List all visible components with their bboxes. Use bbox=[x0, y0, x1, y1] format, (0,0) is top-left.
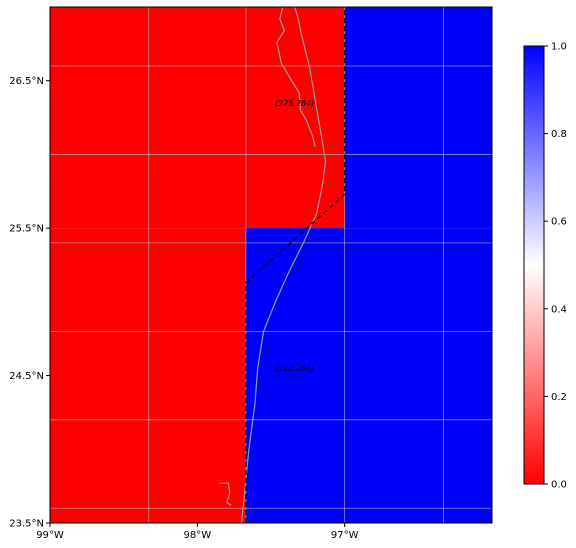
lon-tick-label: 97°W bbox=[331, 530, 359, 541]
map-plot-area: (325,284) (322,286) bbox=[50, 7, 492, 523]
grid-index-label: (322,286) bbox=[275, 364, 314, 373]
region-cell-2 bbox=[50, 228, 246, 523]
lon-tick-label: 99°W bbox=[36, 530, 64, 541]
region-cell-1 bbox=[344, 7, 492, 229]
colorbar-tick-label: 0.2 bbox=[551, 392, 567, 403]
grid-index-label: (325,284) bbox=[275, 99, 314, 108]
map-frame bbox=[49, 6, 493, 524]
lat-tick-label: 23.5°N bbox=[9, 519, 44, 530]
colorbar-ticks: 0.0 0.2 0.4 0.6 0.8 1.0 bbox=[544, 42, 567, 491]
colorbar: 0.0 0.2 0.4 0.6 0.8 1.0 bbox=[523, 42, 567, 491]
colorbar-tick-label: 0.8 bbox=[551, 129, 567, 140]
colorbar-tick-label: 0.6 bbox=[551, 217, 567, 228]
colorbar-tick-label: 0.4 bbox=[551, 304, 567, 315]
region-cell-0 bbox=[50, 7, 345, 229]
map-axes: 99°W 98°W 97°W 26.5°N 25.5°N 24.5°N 23.5°N bbox=[9, 76, 358, 541]
colorbar-tick-label: 1.0 bbox=[551, 42, 567, 53]
lat-tick-label: 24.5°N bbox=[9, 371, 44, 382]
lat-tick-label: 25.5°N bbox=[9, 224, 44, 235]
lagoon-shore bbox=[219, 482, 232, 506]
region-boundary-dashed bbox=[245, 7, 346, 523]
barrier-island-shore bbox=[276, 7, 316, 148]
region-cell-3 bbox=[245, 228, 492, 523]
lon-tick-label: 98°W bbox=[184, 530, 212, 541]
lat-tick-label: 26.5°N bbox=[9, 76, 44, 87]
colorbar-gradient bbox=[523, 45, 545, 485]
colorbar-tick-label: 0.0 bbox=[551, 480, 567, 491]
coastline bbox=[240, 7, 327, 523]
